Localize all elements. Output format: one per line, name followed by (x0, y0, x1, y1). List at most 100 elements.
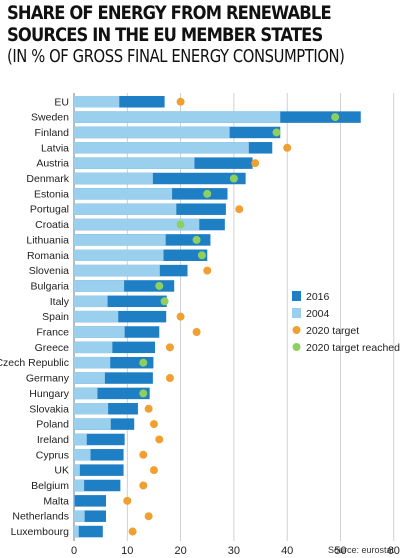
category-label: Finland (35, 127, 70, 139)
category-label: Hungary (29, 388, 69, 400)
target-2020-dot (144, 404, 153, 413)
target-reached-dot (139, 358, 148, 367)
x-tick-label: 20 (174, 545, 186, 557)
category-label: Ireland (37, 434, 69, 446)
category-label: Slovenia (29, 265, 69, 277)
bar-2016 (74, 341, 156, 354)
target-2020-dot (149, 420, 158, 429)
bar-2004 (74, 326, 125, 338)
category-label: Latvia (41, 142, 69, 154)
bar-2004 (74, 280, 125, 292)
target-2020-dot (165, 343, 174, 352)
x-tick-label: 30 (228, 545, 240, 557)
bar-2004 (74, 449, 91, 461)
legend-swatch (292, 308, 301, 318)
bar-2004 (74, 510, 85, 522)
bar-2004 (74, 356, 111, 369)
category-label: Bulgaria (30, 280, 69, 292)
bar-2004 (74, 418, 111, 430)
category-label: Slovakia (29, 403, 69, 415)
category-label: Romania (27, 250, 69, 262)
category-label: Austria (36, 158, 69, 170)
bar-2004 (74, 111, 281, 123)
x-tick-label: 10 (121, 545, 133, 557)
target-2020-dot (155, 435, 164, 444)
category-label: Lithuania (26, 234, 69, 246)
legend-label: 2016 (306, 291, 330, 303)
target-reached-dot (203, 189, 212, 198)
legend-label: 2004 (306, 308, 330, 320)
category-label: Germany (26, 373, 70, 385)
legend-label: 2020 target (306, 325, 359, 337)
category-label: Netherlands (12, 511, 69, 523)
bar-2016 (74, 295, 167, 308)
bar-2004 (74, 126, 230, 139)
target-2020-dot (123, 496, 132, 505)
target-reached-dot (197, 251, 206, 260)
bar-2016 (74, 525, 103, 538)
category-label: Estonia (34, 188, 69, 200)
source-note: Source: eurostat (327, 545, 394, 555)
category-label: UK (54, 465, 69, 477)
target-reached-dot (272, 128, 281, 137)
bar-2016 (74, 510, 106, 522)
bar-2004 (74, 403, 109, 415)
category-label: France (36, 327, 69, 339)
target-reached-dot (155, 281, 164, 290)
bar-2016 (74, 495, 106, 507)
x-tick-label: 60 (388, 545, 400, 557)
target-reached-dot (176, 220, 185, 229)
bar-2004 (74, 310, 119, 323)
category-label: Luxembourg (11, 526, 70, 538)
category-label: Czech Republic (0, 357, 69, 369)
bar-2004 (74, 157, 195, 169)
target-reached-dot (229, 174, 238, 183)
bar-2004 (74, 525, 79, 538)
target-2020-dot (235, 205, 244, 214)
target-2020-dot (165, 374, 174, 383)
bar-2016 (74, 356, 154, 369)
category-label: Poland (36, 419, 69, 431)
target-reached-dot (139, 389, 148, 398)
bar-2004 (74, 96, 120, 108)
category-label: Malta (43, 495, 69, 507)
bar-2004 (74, 234, 166, 246)
bar-2004 (74, 464, 80, 476)
target-2020-dot (203, 266, 212, 275)
bar-2016 (74, 310, 167, 323)
x-tick-label: 40 (281, 545, 293, 557)
category-label: Denmark (26, 173, 69, 185)
bar-2004 (74, 433, 87, 446)
target-2020-dot (139, 450, 148, 459)
target-2020-dot (176, 312, 185, 321)
category-label: Belgium (31, 480, 69, 492)
legend-label: 2020 target reached (306, 342, 400, 354)
legend-swatch (292, 291, 301, 301)
category-label: EU (54, 96, 69, 108)
bar-2004 (74, 372, 105, 384)
bar-2004 (74, 495, 75, 507)
category-label: Cyprus (36, 449, 69, 461)
bar-2004 (74, 387, 98, 400)
bar-2016 (74, 433, 125, 446)
target-2020-dot (144, 512, 153, 521)
target-2020-dot (139, 481, 148, 490)
target-2020-dot (192, 328, 201, 336)
bar-2004 (74, 264, 160, 277)
bar-2016 (74, 449, 124, 461)
target-reached-dot (160, 297, 169, 306)
target-2020-dot (283, 143, 292, 152)
bar-2016 (74, 172, 246, 185)
bar-2004 (74, 218, 200, 231)
target-reached-dot (192, 235, 201, 244)
category-label: Italy (50, 296, 70, 308)
target-2020-dot (149, 466, 158, 475)
bar-2004 (74, 341, 113, 354)
bar-2004 (74, 479, 85, 492)
bar-2016 (74, 479, 121, 492)
target-reached-dot (331, 113, 340, 122)
target-2020-dot (128, 527, 137, 536)
bar-2004 (74, 188, 173, 200)
chart-subtitle: (IN % OF GROSS FINAL ENERGY CONSUMPTION) (7, 46, 345, 67)
